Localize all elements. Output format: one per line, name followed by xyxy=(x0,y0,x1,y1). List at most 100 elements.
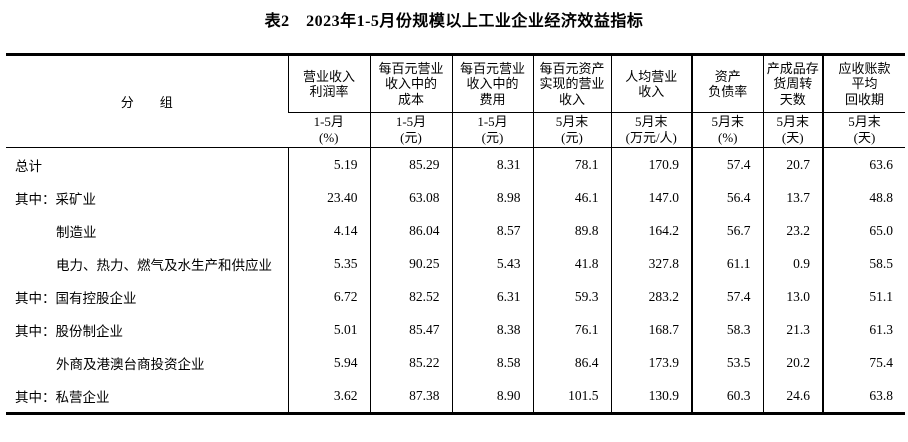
table-row: 其中：股份制企业 5.01 85.47 8.38 76.1 168.7 58.3 21.3 61… xyxy=(6,313,905,346)
cell-value: 8.38 xyxy=(451,313,533,346)
unit-label: (%) xyxy=(319,130,339,145)
cell-value: 51.1 xyxy=(822,280,905,313)
cell-value: 86.04 xyxy=(369,214,452,247)
col-subheader-receivables-collection-period: 5月末 (天) xyxy=(822,112,905,148)
cell-value: 53.5 xyxy=(691,346,763,379)
col-header-title: 人均营业 收入 xyxy=(625,68,678,99)
col-subheader-revenue-per-capita: 5月末 (万元/人) xyxy=(610,112,692,148)
unit-label: (天) xyxy=(781,130,804,145)
cell-value: 21.3 xyxy=(762,313,823,346)
cell-value: 130.9 xyxy=(610,379,692,414)
header-row-main: 分 组 营业收入 利润率 每百元营业 收入中的 成本 每百元营业 收入中的 费用… xyxy=(6,54,905,148)
cell-value: 327.8 xyxy=(610,247,692,280)
cell-value: 8.90 xyxy=(451,379,533,414)
col-subheader-asset-liability-ratio: 5月末 (%) xyxy=(691,112,763,148)
col-subheader-cost-per-100-revenue: 1-5月 (元) xyxy=(369,112,452,148)
period-label: 1-5月 xyxy=(313,114,344,130)
table-row: 其中：私营企业 3.62 87.38 8.90 101.5 130.9 60.3 24.6 63… xyxy=(6,379,905,414)
cell-value: 82.52 xyxy=(369,280,452,313)
cell-value: 60.3 xyxy=(691,379,763,414)
cell-value: 5.01 xyxy=(287,313,370,346)
table-row: 制造业 4.14 86.04 8.57 89.8 164.2 56.7 23.2 65.0 xyxy=(6,214,905,247)
col-header-asset-liability-ratio: 资产 负债率 xyxy=(691,54,763,113)
cell-value: 20.7 xyxy=(762,147,823,181)
cell-value: 170.9 xyxy=(610,147,692,181)
cell-value: 87.38 xyxy=(369,379,452,414)
unit-label: (天) xyxy=(853,130,876,145)
cell-value: 48.8 xyxy=(822,181,905,214)
col-header-title: 产成品存 货周转 天数 xyxy=(766,61,819,107)
col-header-receivables-collection-period: 应收账款 平均 回收期 xyxy=(822,54,905,113)
cell-value: 58.5 xyxy=(822,247,905,280)
unit-label: (元) xyxy=(481,130,504,145)
table-body: 总计 5.19 85.29 8.31 78.1 170.9 57.4 20.7 63.6 其中：采… xyxy=(6,147,905,414)
cell-value: 24.6 xyxy=(762,379,823,414)
cell-value: 8.57 xyxy=(451,214,533,247)
row-label: 制造业 xyxy=(56,224,97,240)
col-header-title: 应收账款 平均 回收期 xyxy=(838,61,891,107)
table-row: 其中：国有控股企业 6.72 82.52 6.31 59.3 283.2 57.4 13.0 5… xyxy=(6,280,905,313)
col-header-inventory-turnover-days: 产成品存 货周转 天数 xyxy=(762,54,823,113)
col-header-revenue-per-capita: 人均营业 收入 xyxy=(610,54,692,113)
period-label: 5月末 xyxy=(555,114,589,130)
table-row: 电力、热力、燃气及水生产和供应业 5.35 90.25 5.43 41.8 327.8 61… xyxy=(6,247,905,280)
cell-value: 6.72 xyxy=(287,280,370,313)
row-label: 其中：股份制企业 xyxy=(15,323,123,339)
cell-value: 89.8 xyxy=(532,214,611,247)
cell-value: 56.4 xyxy=(691,181,763,214)
col-header-revenue-per-100-assets: 每百元资产 实现的营业 收入 xyxy=(532,54,611,113)
cell-value: 78.1 xyxy=(532,147,611,181)
cell-value: 147.0 xyxy=(610,181,692,214)
row-label: 总计 xyxy=(15,158,42,174)
period-label: 5月末 xyxy=(848,114,881,130)
page-title: 表2 2023年1-5月份规模以上工业企业经济效益指标 xyxy=(264,13,644,30)
col-header-expense-per-100-revenue: 每百元营业 收入中的 费用 xyxy=(451,54,533,113)
col-subheader-revenue-per-100-assets: 5月末 (元) xyxy=(532,112,611,148)
cell-value: 23.40 xyxy=(287,181,370,214)
period-label: 1-5月 xyxy=(477,114,508,130)
cell-value: 86.4 xyxy=(532,346,611,379)
cell-value: 164.2 xyxy=(610,214,692,247)
cell-value: 101.5 xyxy=(532,379,611,414)
unit-label: (元) xyxy=(400,130,422,145)
cell-value: 8.58 xyxy=(451,346,533,379)
period-label: 5月末 xyxy=(711,114,744,130)
cell-value: 75.4 xyxy=(822,346,905,379)
table-header: 分 组 营业收入 利润率 每百元营业 收入中的 成本 每百元营业 收入中的 费用… xyxy=(6,54,905,148)
cell-value: 63.8 xyxy=(822,379,905,414)
cell-value: 63.08 xyxy=(369,181,452,214)
cell-value: 20.2 xyxy=(762,346,823,379)
cell-value: 90.25 xyxy=(369,247,452,280)
cell-value: 5.43 xyxy=(451,247,533,280)
table-row: 外商及港澳台商投资企业 5.94 85.22 8.58 86.4 173.9 53.5 20.… xyxy=(6,346,905,379)
col-header-title: 营业收入 利润率 xyxy=(302,68,355,99)
economic-indicators-table: 分 组 营业收入 利润率 每百元营业 收入中的 成本 每百元营业 收入中的 费用… xyxy=(6,53,905,415)
col-header-title: 资产 负债率 xyxy=(708,68,748,99)
cell-value: 41.8 xyxy=(532,247,611,280)
cell-value: 46.1 xyxy=(532,181,611,214)
row-label: 外商及港澳台商投资企业 xyxy=(56,356,205,372)
cell-value: 13.0 xyxy=(762,280,823,313)
row-label: 其中：国有控股企业 xyxy=(15,290,137,306)
cell-value: 5.94 xyxy=(287,346,370,379)
col-subheader-inventory-turnover-days: 5月末 (天) xyxy=(762,112,823,148)
table-row: 其中：采矿业 23.40 63.08 8.98 46.1 147.0 56.4 13.7 48.… xyxy=(6,181,905,214)
unit-label: (%) xyxy=(718,130,738,145)
cell-value: 61.3 xyxy=(822,313,905,346)
period-label: 5月末 xyxy=(634,114,668,130)
table-row: 总计 5.19 85.29 8.31 78.1 170.9 57.4 20.7 63.6 xyxy=(6,147,905,181)
col-header-title: 每百元营业 收入中的 费用 xyxy=(459,61,525,107)
header-row-units: 1-5月 (%) 1-5月 (元) 1-5月 (元) 5月末 (元) 5月末 (万元/人)… xyxy=(6,112,905,148)
cell-value: 56.7 xyxy=(691,214,763,247)
cell-value: 0.9 xyxy=(762,247,823,280)
cell-value: 173.9 xyxy=(610,346,692,379)
cell-value: 85.29 xyxy=(369,147,452,181)
cell-value: 85.22 xyxy=(369,346,452,379)
unit-label: (万元/人) xyxy=(625,130,677,145)
cell-value: 8.98 xyxy=(451,181,533,214)
cell-value: 8.31 xyxy=(451,147,533,181)
cell-value: 5.35 xyxy=(287,247,370,280)
col-header-cost-per-100-revenue: 每百元营业 收入中的 成本 xyxy=(369,54,452,113)
cell-value: 57.4 xyxy=(691,147,763,181)
col-header-title: 每百元资产 实现的营业 收入 xyxy=(539,61,605,107)
